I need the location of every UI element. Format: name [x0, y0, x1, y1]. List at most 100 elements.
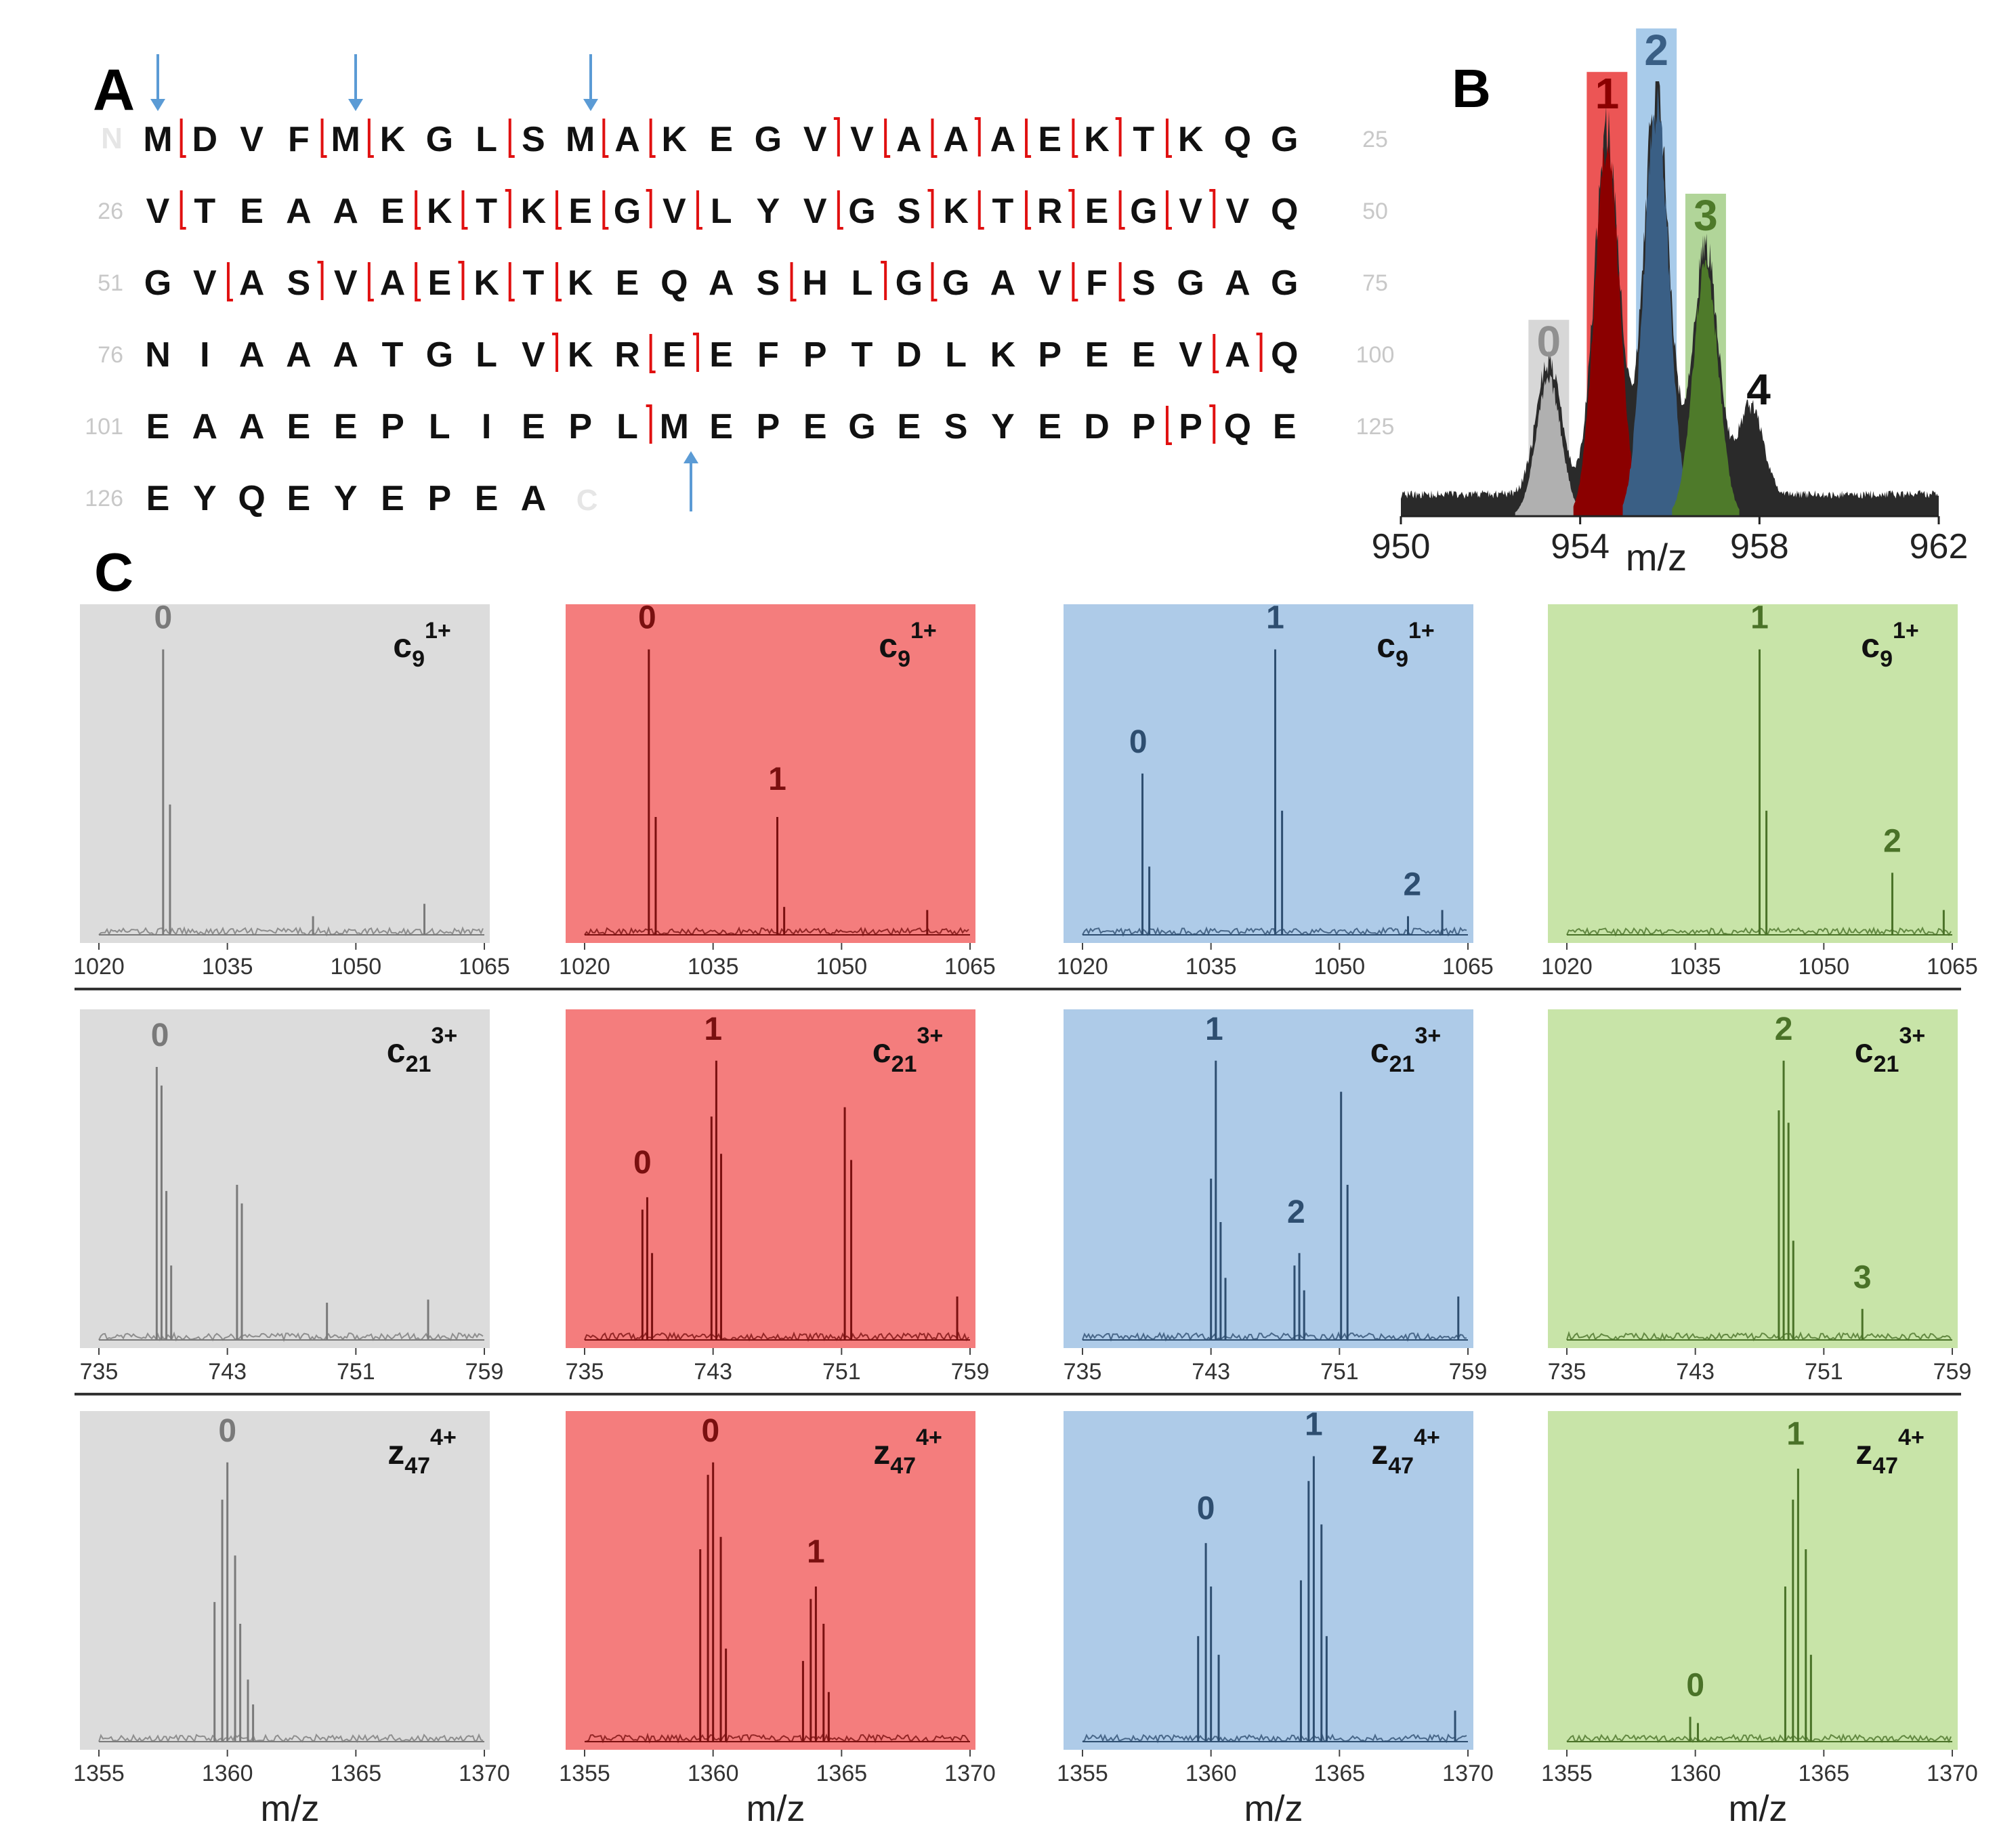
cleavage-mark — [692, 333, 699, 372]
isotope-peak — [1573, 142, 1641, 516]
cleavage-mark — [1165, 119, 1172, 158]
residue-letter: D — [896, 335, 922, 375]
residue-letter: H — [802, 264, 828, 303]
residue-letter: E — [146, 479, 170, 518]
isotope-label: 2 — [1403, 867, 1421, 903]
arrow-head — [684, 451, 698, 463]
residue-letter: P — [1179, 407, 1202, 446]
residue-end-number: 100 — [1356, 342, 1395, 368]
x-tick-label: 1050 — [1799, 954, 1850, 980]
arrow-head — [583, 99, 598, 111]
cleavage-mark — [927, 189, 934, 228]
x-tick-label: 1035 — [1185, 954, 1237, 980]
isotope-label: 2 — [1883, 824, 1901, 860]
ion-label: c213+ — [387, 1023, 457, 1077]
residue-letter: M — [143, 120, 172, 159]
panel-background — [1548, 604, 1958, 943]
panel-a-letter: A — [93, 58, 135, 123]
isotope-label: 1 — [1786, 1416, 1805, 1452]
residue-letter: K — [943, 192, 969, 231]
isotope-label: 1 — [768, 761, 786, 797]
arrow-icon — [684, 451, 698, 511]
cleavage-mark — [602, 190, 609, 230]
residue-letter: V — [1038, 264, 1061, 303]
residue-start-number: 126 — [85, 486, 123, 511]
x-tick-label: 1365 — [1799, 1761, 1850, 1786]
residue-letter: F — [1086, 264, 1108, 303]
ion-charge: 1+ — [1408, 618, 1435, 644]
residue-letter: Q — [1271, 335, 1298, 375]
isotope-label: 0 — [633, 1145, 652, 1181]
residue-letter: A — [521, 479, 547, 518]
spectrum-panel: 1 2 c91+ 1020 1035 1050 1065 — [1541, 600, 1978, 980]
residue-letter: E — [1085, 335, 1109, 375]
ion-label: c91+ — [879, 618, 937, 672]
ion-label: c213+ — [1855, 1023, 1925, 1077]
ion-type: c — [879, 627, 898, 665]
baseline-noise — [1566, 1330, 1952, 1342]
residue-letter: G — [144, 264, 171, 303]
x-tick-label: 735 — [80, 1359, 119, 1385]
cleavage-mark — [1068, 189, 1075, 228]
residue-letter: F — [757, 335, 779, 375]
cleavage-mark — [602, 119, 609, 158]
residue-letter: V — [803, 120, 827, 159]
isotope-label: 0 — [218, 1413, 236, 1449]
residue-letter: E — [427, 264, 451, 303]
spectrum-panel: 2 3 c213+ 735 743 751 759 — [1548, 1009, 1971, 1385]
isotope-label: 0 — [1129, 724, 1148, 760]
x-tick-label: 735 — [1548, 1359, 1586, 1385]
residue-letter: A — [239, 335, 265, 375]
isotope-label: 1 — [1305, 1407, 1323, 1443]
residue-letter: T — [194, 192, 215, 231]
residue-letter: A — [380, 264, 406, 303]
residue-letter: G — [1271, 120, 1298, 159]
residue-letter: R — [1037, 192, 1063, 231]
residue-start-number: 51 — [98, 270, 123, 296]
residue-letter: I — [482, 407, 491, 446]
cleavage-mark — [974, 117, 981, 156]
residue-letter: G — [426, 120, 453, 159]
ion-type: c — [1855, 1032, 1874, 1070]
isotope-label: 2 — [1287, 1194, 1305, 1230]
residue-letter: S — [522, 120, 545, 159]
residue-letter: P — [1132, 407, 1156, 446]
cleavage-mark — [931, 119, 938, 158]
residue-letter: A — [990, 120, 1016, 159]
residue-letter: E — [146, 407, 170, 446]
cleavage-mark — [1118, 262, 1125, 301]
residue-letter: A — [614, 120, 640, 159]
residue-letter: K — [1084, 120, 1110, 159]
panel-background — [1064, 604, 1473, 943]
cleavage-mark — [1072, 262, 1078, 301]
ion-charge: 4+ — [430, 1425, 457, 1450]
ion-charge: 4+ — [1898, 1425, 1925, 1450]
isotope-label: 0 — [154, 600, 172, 636]
ion-label: z474+ — [1855, 1425, 1925, 1479]
cleavage-mark — [931, 262, 938, 301]
residue-letter: E — [568, 192, 592, 231]
residue-letter: M — [660, 407, 689, 446]
ion-type: c — [1861, 627, 1880, 665]
residue-letter: D — [192, 120, 218, 159]
residue-letter: V — [146, 192, 170, 231]
cleavage-mark — [555, 190, 562, 230]
residue-letter: T — [992, 192, 1014, 231]
cleavage-mark — [367, 262, 374, 301]
spectrum-panel: 0 1 2 c91+ 1020 1035 1050 1065 — [1057, 600, 1494, 980]
x-tick-label: 954 — [1551, 527, 1610, 566]
residue-letter: E — [616, 264, 639, 303]
residue-letter: E — [381, 192, 404, 231]
residue-letter: V — [1179, 192, 1202, 231]
cleavage-mark — [1209, 189, 1216, 228]
spectrum-panel: 0 1 c213+ 735 743 751 759 — [566, 1009, 989, 1385]
x-tick-label: 1370 — [1442, 1761, 1494, 1786]
residue-letter: K — [427, 192, 453, 231]
residue-letter: A — [333, 192, 358, 231]
residue-letter: A — [990, 264, 1016, 303]
x-tick-label: 1020 — [1541, 954, 1593, 980]
ion-number: 21 — [406, 1051, 432, 1077]
residue-letter: V — [803, 192, 827, 231]
